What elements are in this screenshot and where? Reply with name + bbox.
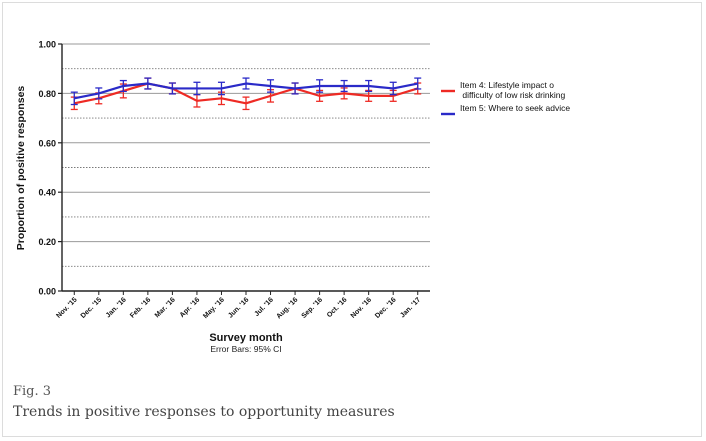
legend-label: Item 4: Lifestyle impact o difficulty of… (460, 80, 565, 100)
x-tick-label: May. '16 (202, 296, 226, 320)
x-tick-label: Sep. '16 (301, 296, 325, 320)
error-bar (95, 87, 103, 100)
error-bar (316, 79, 324, 93)
y-tick-label: 0.60 (38, 138, 56, 148)
error-bar (242, 77, 250, 90)
error-bar (193, 81, 201, 96)
figure-title: Trends in positive responses to opportun… (13, 404, 395, 420)
x-tick-label: Jul. '16 (253, 296, 275, 318)
error-bar (168, 82, 176, 95)
x-tick-label: Jan. '16 (105, 296, 128, 319)
y-tick-label: 0.40 (38, 188, 56, 198)
y-tick-label: 0.80 (38, 89, 56, 99)
y-tick-labels: 0.00 0.20 0.40 0.60 0.80 1.00 (38, 40, 62, 297)
x-tick-labels: Nov. '15 Dec. '15 Jan. '16 Feb. '16 Mar. '16… (55, 291, 422, 320)
legend-label-line: Item 4: Lifestyle impact o (460, 80, 554, 90)
x-axis-label: Survey month (209, 332, 283, 344)
x-tick-label: Oct. '16 (326, 296, 349, 319)
error-bar (340, 79, 348, 93)
x-tick-label: Mar. '16 (154, 296, 177, 319)
figure-label: Fig. 3 (13, 384, 52, 399)
error-bar (267, 79, 275, 93)
legend: Item 4: Lifestyle impact o difficulty of… (441, 80, 570, 116)
x-axis-note: Error Bars: 95% CI (210, 344, 281, 354)
legend-item: Item 5: Where to seek advice (441, 103, 570, 116)
x-tick-label: Apr. '16 (179, 296, 202, 319)
x-tick-label: Aug. '16 (275, 296, 299, 320)
y-tick-label: 1.00 (38, 40, 56, 50)
y-tick-label: 0.20 (38, 237, 56, 247)
error-bar (389, 81, 397, 96)
error-bar (242, 96, 250, 111)
error-bar (144, 77, 152, 90)
error-bar (70, 91, 78, 106)
x-tick-label: Feb. '16 (129, 296, 152, 319)
legend-item: Item 4: Lifestyle impact o difficulty of… (441, 80, 565, 100)
error-bar (119, 79, 127, 93)
error-bar (217, 81, 225, 96)
legend-label: Item 5: Where to seek advice (460, 103, 570, 113)
x-tick-label: Jun. '16 (227, 296, 250, 319)
series-group (70, 77, 422, 111)
legend-label-line: Item 5: Where to seek advice (460, 103, 570, 113)
legend-label-line: difficulty of low risk drinking (460, 90, 565, 100)
x-tick-label: Jan. '17 (399, 296, 422, 319)
y-axis-label: Proportion of positive responses (15, 86, 27, 251)
figure-frame (2, 2, 702, 437)
x-tick-label: Nov. '16 (350, 296, 373, 319)
y-tick-label: 0.00 (38, 287, 56, 297)
grid-lines (62, 43, 430, 267)
error-bar (365, 79, 373, 93)
x-tick-label: Dec. '15 (80, 296, 104, 320)
error-bar (291, 82, 299, 95)
x-tick-label: Nov. '15 (55, 296, 78, 319)
x-tick-label: Dec. '16 (374, 296, 398, 320)
line-chart: 0.000.200.400.600.801.00 Nov. '15 Dec. '1… (15, 40, 570, 355)
error-bar (414, 77, 422, 90)
series-2 (70, 77, 422, 106)
